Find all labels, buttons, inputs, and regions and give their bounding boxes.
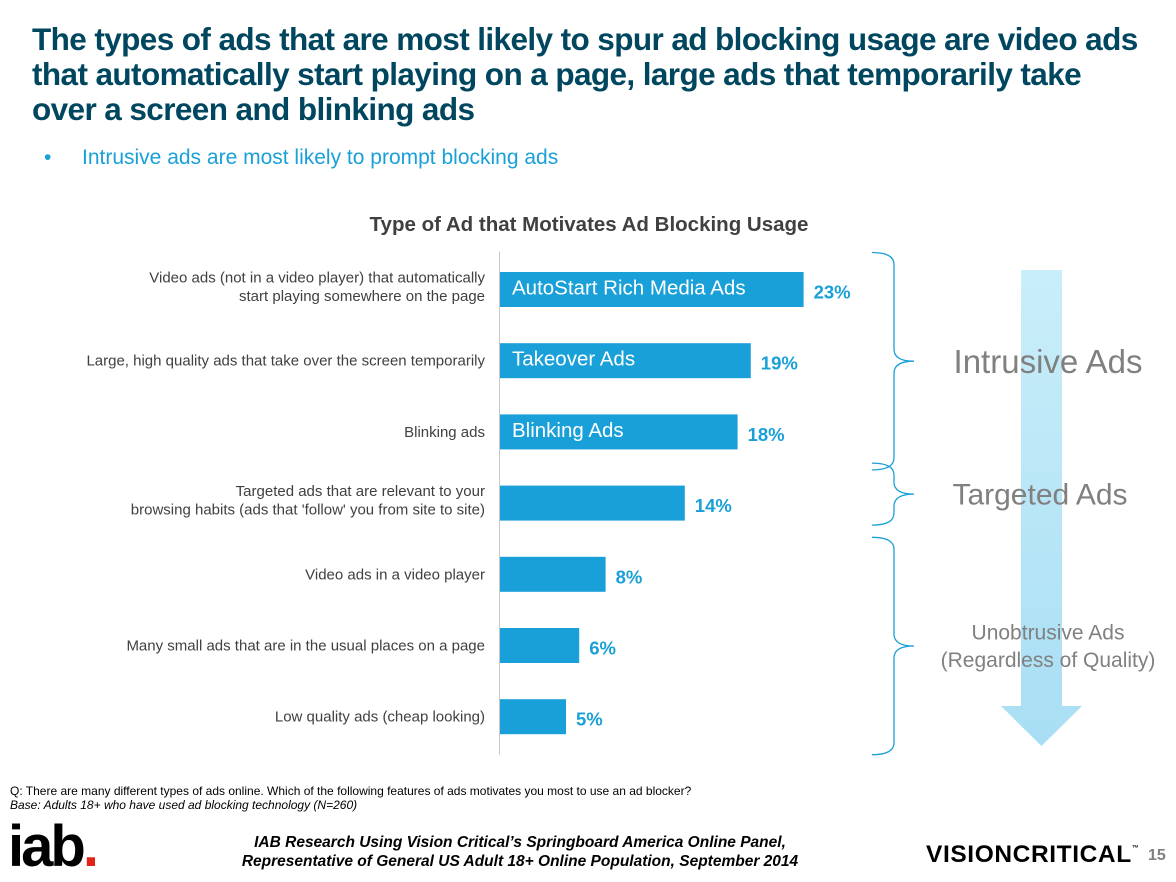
bar: [500, 272, 804, 307]
bar: [500, 699, 566, 735]
bar: [500, 485, 685, 521]
bullet-point: •: [44, 146, 52, 169]
source-note: IAB Research Using Vision Critical’s Spr…: [150, 833, 890, 871]
bar-inside-label: Takeover Ads: [512, 348, 635, 371]
group-bracket: [871, 536, 915, 756]
bar-chart: AutoStart Rich Media Ads 23% Video ads (no…: [86, 251, 1156, 756]
group-label: (Regardless of Quality): [941, 649, 1156, 672]
group-label: Intrusive Ads: [954, 343, 1143, 380]
downward-arrow: [1001, 270, 1082, 746]
bar-inside-label: Blinking Ads: [512, 419, 624, 442]
iab-logo-dot: .: [82, 814, 99, 879]
value-label: 19%: [761, 353, 798, 374]
survey-base: Base: Adults 18+ who have used ad blocki…: [10, 798, 358, 812]
page-number: 15: [1148, 847, 1166, 864]
group-label: Targeted Ads: [952, 479, 1127, 512]
chart-title-wrap: Type of Ad that Motivates Ad Blocking Us…: [0, 213, 1176, 237]
value-label: 14%: [695, 495, 732, 516]
category-label: start playing somewhere on the page: [239, 288, 485, 305]
group-bracket: [871, 462, 915, 526]
subtitle-text: Intrusive ads are most likely to prompt …: [82, 146, 559, 169]
category-label: browsing habits (ads that 'follow' you f…: [131, 501, 485, 518]
source-line-2: Representative of General US Adult 18+ O…: [241, 853, 799, 870]
category-label: Many small ads that are in the usual pla…: [126, 638, 485, 655]
value-label: 6%: [589, 638, 616, 659]
value-label: 23%: [814, 282, 851, 303]
bar: [500, 343, 751, 379]
group-label: Unobtrusive Ads: [972, 622, 1125, 645]
bar-inside-label: AutoStart Rich Media Ads: [512, 277, 746, 300]
value-label: 5%: [576, 709, 603, 730]
source-line-1: IAB Research Using Vision Critical’s Spr…: [254, 834, 786, 851]
slide-subtitle: • Intrusive ads are most likely to prompt…: [44, 146, 558, 170]
bar: [500, 556, 606, 592]
visioncritical-logo: VISIONCRITICAL™: [926, 841, 1139, 869]
survey-question: Q: There are many different types of ads…: [10, 784, 692, 798]
group-bracket: [871, 251, 915, 471]
bar: [500, 414, 738, 450]
value-label: 18%: [748, 424, 785, 445]
iab-logo-text: iab: [8, 814, 86, 879]
chart-title: Type of Ad that Motivates Ad Blocking Us…: [369, 213, 809, 236]
bar: [500, 628, 580, 663]
category-label: Video ads (not in a video player) that a…: [149, 269, 485, 286]
trademark-mark: ™: [1131, 845, 1140, 852]
category-label: Targeted ads that are relevant to your: [236, 483, 485, 500]
iab-logo: iab.: [8, 818, 99, 876]
value-label: 8%: [616, 566, 643, 587]
slide-title: The types of ads that are most likely to…: [32, 21, 1138, 127]
category-label: Video ads in a video player: [305, 566, 485, 583]
category-label: Blinking ads: [404, 424, 485, 441]
category-label: Low quality ads (cheap looking): [275, 709, 485, 726]
category-label: Large, high quality ads that take over t…: [86, 353, 485, 370]
visioncritical-logo-text: VISIONCRITICAL: [926, 841, 1132, 868]
